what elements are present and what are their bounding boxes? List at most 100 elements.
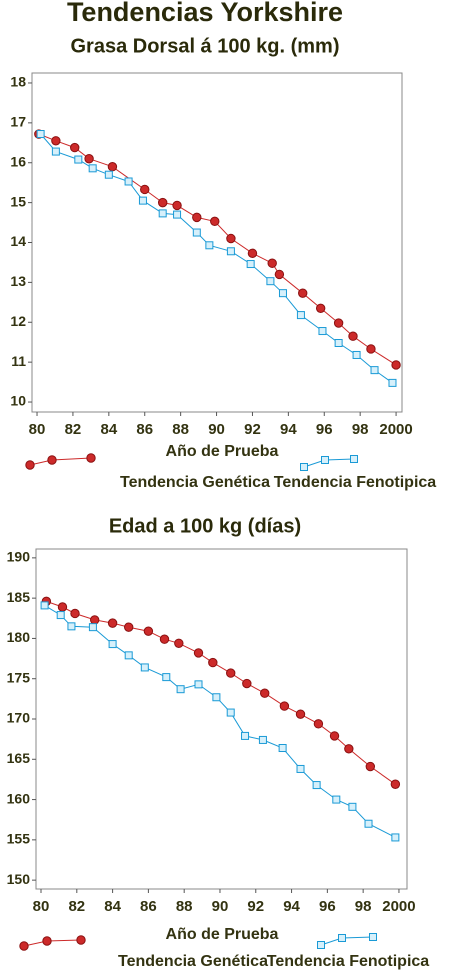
y-tick-label: 180 [7,629,31,645]
data-point [260,688,270,698]
x-tick-label: 94 [280,421,297,438]
data-point [173,210,182,219]
y-tick-label: 15 [10,193,26,209]
data-point [226,708,235,717]
x-tick-label: 82 [65,421,82,438]
y-tick-label: 14 [10,233,26,249]
data-point [159,634,170,644]
data-point [88,623,97,632]
y-tick-label: 165 [7,750,31,766]
legend-line [320,936,374,946]
x-tick-label: 86 [136,421,153,438]
data-point [226,247,235,256]
data-point [329,731,340,741]
legend-label: Tendencia Genética [120,474,270,491]
data-point [90,615,100,625]
x-tick-label: 96 [319,898,336,915]
data-point [344,744,354,754]
legend-label: Tendencia Genética [118,953,268,970]
x-tick-label: 98 [352,421,369,438]
data-point [247,248,258,258]
x-tick-label: 80 [29,421,46,438]
data-point [315,303,326,314]
data-point [312,781,321,790]
data-point [295,709,306,719]
data-point [192,212,202,223]
data-point [84,154,94,164]
y-tick-label: 12 [10,313,26,329]
data-point [274,269,285,280]
y-tick-label: 16 [10,153,26,169]
data-point [390,779,401,789]
legend-marker [338,934,346,942]
data-point [57,602,68,612]
data-point [298,288,308,298]
data-point [278,289,287,298]
data-point [212,693,221,702]
data-point [388,378,397,387]
y-tick-label: 11 [11,353,26,369]
data-point [348,331,358,341]
data-point [296,311,305,320]
data-point [318,327,327,336]
legend-marker [25,460,35,470]
data-point [194,680,203,689]
x-tick-label: 92 [247,898,264,915]
data-point [162,673,171,682]
data-point [56,611,65,620]
data-point [40,601,49,610]
data-point [70,608,80,619]
x-tick-label: 92 [244,421,261,438]
data-point [332,795,341,804]
data-point [365,761,376,772]
legend-marker [76,935,86,945]
y-tick-label: 160 [7,790,31,806]
legend-marker [86,453,96,463]
x-axis-label: Año de Prueba [166,443,279,460]
main-title: Tendencias Yorkshire [67,0,343,27]
data-point [348,802,357,811]
data-point [36,130,45,139]
x-tick-label: 82 [68,898,85,915]
plot-frame [35,548,408,890]
data-point [108,640,117,649]
data-point [208,657,218,668]
legend-marker [47,455,57,465]
data-point [364,819,373,828]
x-tick-label: 2000 [379,421,412,438]
x-tick-label: 98 [355,898,372,915]
x-tick-label: 88 [172,421,189,438]
legend-marker [300,463,308,471]
data-point [210,216,220,227]
data-point [138,196,147,205]
data-point [205,241,214,250]
data-point [334,339,343,348]
legend-label: Tendencia Fenotipica [267,953,430,970]
data-point [226,668,236,678]
x-tick-label: 80 [33,898,50,915]
data-point [279,701,290,711]
data-point [246,260,255,269]
data-point [266,277,275,286]
legend-line [23,939,82,947]
y-tick-label: 150 [7,871,31,887]
legend-marker [350,455,358,463]
data-point [67,622,76,631]
data-point [352,350,361,359]
data-point [258,735,267,744]
x-tick-label: 84 [100,421,117,438]
legend-marker [42,936,52,946]
x-tick-label: 88 [176,898,193,915]
data-point [51,147,60,156]
data-point [157,197,168,208]
x-axis-label: Año de Prueba [166,926,279,943]
x-tick-label: 90 [212,898,229,915]
data-point [391,360,401,370]
data-point [176,685,185,694]
y-tick-label: 17 [10,114,26,130]
legend-marker [317,941,325,949]
data-point [370,366,379,375]
legend-marker [19,941,29,951]
data-point [104,170,113,179]
legend-label: Tendencia Fenotipica [274,474,437,491]
